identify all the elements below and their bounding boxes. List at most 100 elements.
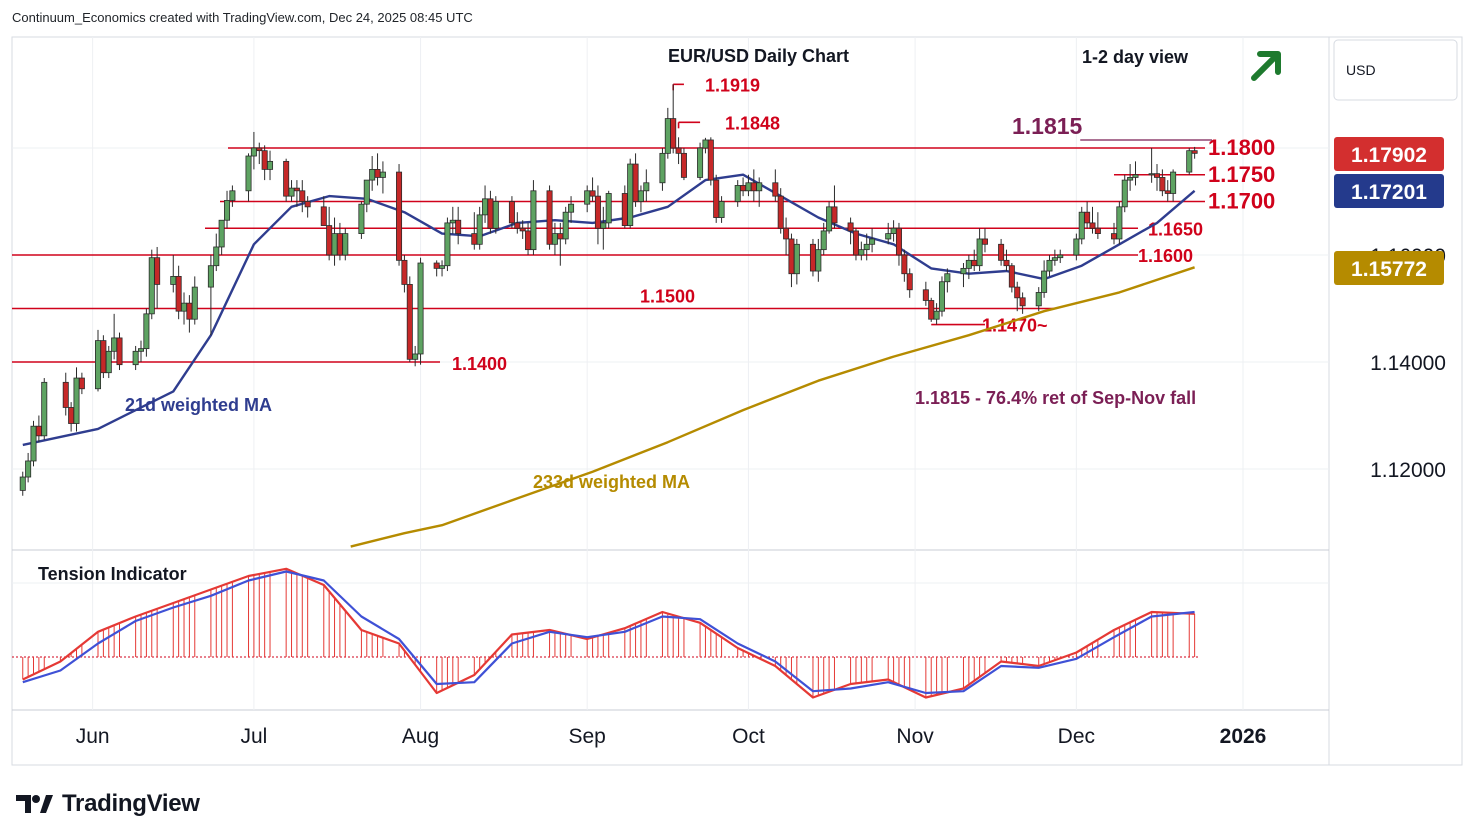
candle-down	[326, 225, 333, 256]
candle-down	[750, 182, 757, 192]
candle-up	[288, 187, 295, 197]
candle-down	[401, 259, 408, 285]
candle-up	[170, 275, 177, 285]
candle-down	[68, 407, 75, 424]
candle-up	[960, 267, 967, 275]
candle-down	[707, 139, 714, 181]
level-label: 1.1500	[640, 287, 695, 307]
candle-up	[492, 201, 499, 229]
tradingview-brand[interactable]: TradingView	[14, 790, 200, 818]
tension-signal-line	[22, 570, 1195, 695]
price-badge-value: 1.15772	[1351, 258, 1427, 281]
candle-down	[78, 377, 85, 390]
candle-up	[342, 233, 349, 256]
candle-down	[455, 219, 462, 235]
level-label: 1.1700	[1208, 189, 1275, 214]
candle-down	[471, 233, 478, 245]
candle-down	[299, 190, 306, 202]
candle-up	[815, 249, 822, 272]
chart-credit: Continuum_Economics created with Trading…	[12, 10, 473, 25]
candle-down	[928, 300, 935, 320]
candle-down	[186, 302, 193, 320]
candle-up	[702, 139, 709, 149]
price-badge	[1334, 174, 1444, 208]
candle-up	[551, 233, 558, 245]
candle-down	[433, 262, 440, 269]
level-label: 1.1800	[1208, 135, 1275, 160]
candle-down	[680, 152, 687, 178]
price-badge	[1334, 137, 1444, 171]
candle-up	[1116, 206, 1123, 240]
candle-up	[181, 302, 188, 312]
time-axis-label: Sep	[568, 725, 605, 748]
candle-up	[530, 190, 537, 251]
tension-title: Tension Indicator	[38, 564, 187, 584]
candle-up	[1170, 171, 1177, 194]
candle-down	[320, 206, 327, 226]
candle-down	[1019, 297, 1026, 307]
candle-up	[19, 476, 26, 491]
candle-up	[826, 206, 833, 232]
candle-up	[568, 203, 575, 213]
candle-up	[944, 273, 951, 283]
candle-up	[863, 243, 870, 251]
candle-up	[890, 227, 897, 234]
candle-up	[1127, 177, 1134, 181]
candle-down	[621, 193, 628, 226]
candle-up	[482, 198, 489, 216]
candle-up	[1035, 292, 1042, 307]
level-label: 1.1470~	[982, 316, 1048, 336]
candle-down	[852, 230, 859, 256]
candle-up	[105, 350, 112, 374]
level-label: 1.1400	[452, 354, 507, 374]
candle-up	[218, 219, 225, 248]
candle-down	[1084, 211, 1091, 224]
time-axis-label: Dec	[1058, 725, 1095, 748]
candle-down	[713, 179, 720, 218]
candle-up	[627, 163, 634, 226]
chart-subtitle: 1-2 day view	[1082, 47, 1189, 67]
tension-indicator-pane	[12, 567, 1200, 699]
candle-up	[191, 286, 198, 320]
candle-up	[213, 246, 220, 267]
candle-up	[584, 190, 591, 205]
arrow-up-right-icon	[1251, 51, 1281, 81]
candle-down	[589, 190, 596, 197]
candle-up	[229, 190, 236, 201]
chart-title: EUR/USD Daily Chart	[668, 46, 849, 66]
candle-up	[41, 381, 48, 437]
time-axis-label: Nov	[896, 725, 934, 748]
candle-up	[207, 265, 214, 288]
candle-up	[1186, 150, 1193, 173]
candle-down	[632, 163, 639, 202]
time-axis-label: Jul	[240, 725, 267, 748]
candle-up	[358, 203, 365, 235]
candle-up	[1132, 174, 1139, 178]
candle-up	[933, 310, 940, 320]
price-axis-label: 1.14000	[1370, 352, 1446, 375]
price-axis-label: 1.12000	[1370, 459, 1446, 482]
level-label: 1.1650	[1148, 219, 1203, 239]
candle-up	[745, 182, 752, 192]
brand-name: TradingView	[62, 790, 200, 817]
candle-down	[519, 227, 526, 232]
candle-down	[1191, 150, 1198, 154]
candle-up	[1051, 257, 1058, 261]
candle-down	[675, 147, 682, 154]
ma21-label: 21d weighted MA	[125, 395, 272, 415]
candle-up	[1041, 270, 1048, 293]
candle-down	[293, 187, 300, 192]
candle-down	[261, 150, 268, 170]
candle-down	[396, 171, 403, 261]
currency-box[interactable]	[1333, 39, 1458, 101]
candle-up	[369, 168, 376, 181]
candle-down	[154, 257, 161, 285]
candle-down	[514, 222, 521, 229]
candle-down	[508, 201, 515, 224]
candle-down	[336, 233, 343, 256]
candle-up	[111, 337, 118, 352]
candle-down	[901, 254, 908, 275]
candle-up	[444, 222, 451, 267]
candle-down	[283, 160, 290, 197]
candle-up	[245, 155, 252, 192]
